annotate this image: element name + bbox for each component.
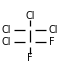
Text: F: F xyxy=(49,38,54,47)
Text: Cl: Cl xyxy=(49,25,58,35)
Text: Cl: Cl xyxy=(2,38,11,47)
Text: Cl: Cl xyxy=(25,11,35,21)
Text: Cl: Cl xyxy=(2,25,11,35)
Text: F: F xyxy=(27,53,33,63)
